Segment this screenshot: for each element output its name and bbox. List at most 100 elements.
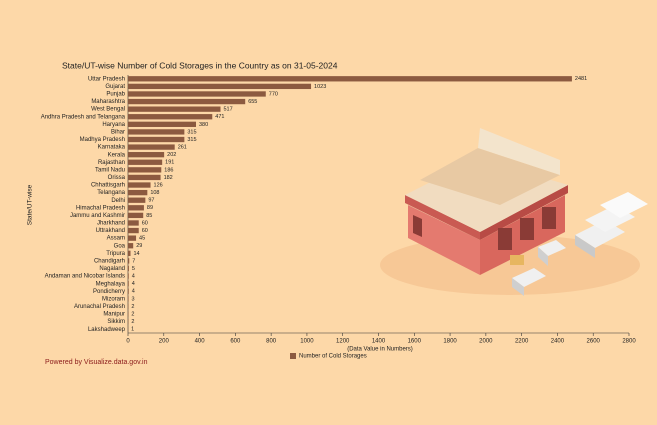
value-label: 4 (132, 289, 135, 295)
y-tick-label: Assam (107, 236, 125, 242)
y-tick-label: Haryana (102, 122, 125, 128)
bar (128, 121, 196, 127)
bar (128, 91, 266, 97)
x-tick-label: 1600 (408, 339, 422, 345)
y-tick-label: Tripura (106, 251, 125, 257)
y-tick-label: Madhya Pradesh (80, 137, 125, 143)
bar (128, 296, 129, 302)
y-tick-label: Mizoram (102, 296, 125, 302)
y-axis-label: State/UT-wise (27, 184, 34, 225)
x-tick-label: 1400 (372, 339, 386, 345)
value-label: 517 (224, 107, 233, 113)
value-label: 2 (131, 311, 134, 317)
value-label: 471 (215, 114, 224, 120)
bar (128, 129, 185, 135)
y-tick-label: Himachal Pradesh (76, 205, 125, 211)
bar (128, 250, 131, 256)
bar (128, 189, 148, 196)
y-tick-label: Meghalaya (96, 281, 126, 287)
x-tick-label: 2800 (622, 339, 636, 345)
bar (128, 76, 572, 82)
value-label: 85 (146, 213, 152, 219)
value-label: 2481 (575, 76, 587, 82)
value-label: 60 (142, 220, 148, 226)
value-label: 261 (178, 145, 187, 151)
bar (128, 144, 175, 150)
bar (128, 288, 129, 294)
y-tick-label: Arunachal Pradesh (74, 304, 125, 310)
bar (128, 227, 139, 234)
y-tick-label: Punjab (106, 92, 125, 98)
value-label: 5 (132, 266, 135, 272)
value-label: 14 (134, 251, 140, 257)
bar (128, 281, 129, 287)
y-tick-label: Andhra Pradesh and Telangana (41, 114, 126, 120)
y-tick-label: Tamil Nadu (95, 167, 125, 173)
value-label: 380 (199, 122, 208, 128)
value-label: 2 (131, 319, 134, 325)
value-label: 315 (187, 129, 196, 135)
value-label: 182 (164, 175, 173, 181)
value-label: 315 (187, 137, 196, 143)
y-tick-label: Rajasthan (98, 160, 125, 166)
bar (128, 159, 163, 165)
bar (128, 182, 151, 188)
y-tick-label: Bihar (111, 129, 125, 135)
bar (128, 265, 129, 272)
bar (128, 167, 162, 173)
bar (128, 235, 137, 241)
y-tick-label: Maharashtra (91, 99, 125, 105)
value-label: 29 (136, 243, 142, 249)
y-tick-label: Lakshadweep (88, 327, 126, 333)
y-tick-label: Andaman and Nicobar Islands (45, 274, 125, 280)
legend-label: Number of Cold Storages (299, 354, 367, 360)
x-tick-label: 200 (159, 339, 170, 345)
y-tick-label: Chandigarh (94, 258, 125, 264)
y-tick-label: Goa (114, 243, 126, 249)
value-label: 655 (248, 99, 257, 105)
value-label: 108 (150, 190, 159, 196)
x-tick-label: 2400 (551, 339, 565, 345)
y-tick-label: Gujarat (105, 84, 125, 90)
value-label: 45 (139, 236, 145, 242)
value-label: 770 (269, 91, 278, 97)
bar (128, 174, 161, 181)
bar (128, 114, 213, 120)
x-axis-label: (Data Value in Numbers) (347, 347, 413, 353)
value-label: 126 (154, 182, 163, 188)
value-label: 3 (132, 296, 135, 302)
y-tick-label: Nagaland (99, 266, 125, 272)
y-tick-label: Pondicherry (93, 289, 125, 295)
y-tick-label: Uttar Pradesh (88, 76, 125, 82)
x-tick-label: 600 (230, 339, 241, 345)
bar (128, 136, 185, 143)
y-tick-label: Karnataka (98, 145, 126, 151)
y-tick-label: Jammu and Kashmir (70, 213, 125, 219)
x-tick-label: 2200 (515, 339, 529, 345)
bar (128, 152, 165, 158)
x-tick-label: 800 (266, 339, 277, 345)
bar (128, 197, 146, 203)
x-tick-label: 1800 (443, 339, 457, 345)
footer: Powered by Visualize.data.gov.in (45, 359, 148, 366)
y-tick-label: Sikkim (107, 319, 125, 325)
bar (128, 220, 139, 226)
value-label: 97 (148, 198, 154, 204)
x-tick-label: 1000 (300, 339, 314, 345)
y-tick-label: Telangana (97, 190, 125, 196)
bar (128, 83, 312, 90)
x-tick-label: 2000 (479, 339, 493, 345)
value-label: 1023 (314, 84, 326, 90)
x-tick-label: 400 (195, 339, 206, 345)
value-label: 202 (167, 152, 176, 158)
y-tick-label: Chhattisgarh (91, 183, 125, 189)
chart-title: State/UT-wise Number of Cold Storages in… (62, 60, 338, 70)
value-label: 191 (165, 160, 174, 166)
y-tick-label: Delhi (111, 198, 125, 204)
value-label: 4 (132, 274, 135, 280)
legend-swatch (290, 353, 296, 359)
bar (128, 205, 144, 211)
y-tick-label: Orissa (108, 175, 126, 181)
y-tick-label: West Bengal (91, 107, 125, 113)
